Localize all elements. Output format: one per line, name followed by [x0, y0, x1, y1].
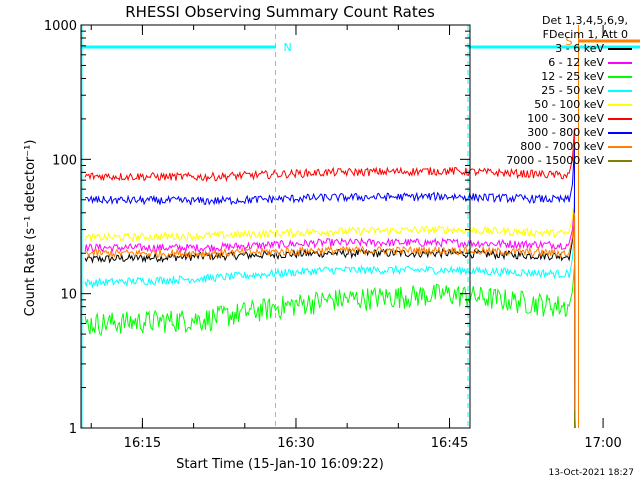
legend-entry: 800 - 7000 keV [472, 140, 632, 154]
legend-entry: 300 - 800 keV [472, 126, 632, 140]
plot-frame [80, 24, 471, 429]
series-before-100-300 [84, 128, 576, 429]
y-tick-label: 1 [69, 422, 77, 437]
legend-entry-label: 7000 - 15000 keV [506, 154, 604, 167]
y-tick-label: 1000 [44, 19, 77, 34]
legend-swatch [608, 146, 632, 148]
x-tick-label: 16:45 [431, 436, 468, 451]
x-axis-label: Start Time (15-Jan-10 16:09:22) [176, 457, 384, 472]
legend-entry: 7000 - 15000 keV [472, 154, 632, 168]
legend-entry: 25 - 50 keV [472, 84, 632, 98]
chart-title: RHESSI Observing Summary Count Rates [125, 3, 435, 21]
legend-swatch [608, 76, 632, 78]
legend-entry: 6 - 12 keV [472, 56, 632, 70]
legend-entry: 50 - 100 keV [472, 98, 632, 112]
series-before-3-6 [84, 215, 576, 429]
series-7000-15000-spike [574, 410, 576, 429]
night-label: N [284, 41, 292, 54]
x-tick-label: 16:15 [124, 436, 161, 451]
y-axis-label: Count Rate (s⁻¹ detector⁻¹) [23, 140, 38, 317]
series-before-50-100 [84, 193, 576, 429]
legend-entry: 12 - 25 keV [472, 70, 632, 84]
y-tick-label: 100 [52, 153, 77, 168]
legend-swatch [608, 118, 632, 120]
series-before-6-12 [84, 204, 576, 429]
legend-entry-label: 800 - 7000 keV [520, 140, 604, 153]
legend-entry-label: 12 - 25 keV [541, 70, 604, 83]
legend-swatch [608, 160, 632, 162]
series-before-12-25 [84, 266, 576, 429]
legend-swatch [608, 90, 632, 92]
legend-entry-label: 6 - 12 keV [548, 56, 604, 69]
legend-entries: 3 - 6 keV 6 - 12 keV 12 - 25 keV 25 - 50 ke… [472, 42, 632, 168]
detector-header-line-2: FDecim 1, Att 0 [542, 28, 628, 41]
series-before-800-7000 [84, 212, 576, 429]
legend-swatch [608, 104, 632, 106]
series-before-300-800 [84, 148, 576, 429]
legend-swatch [608, 62, 632, 64]
generation-timestamp: 13-Oct-2021 18:27 [548, 468, 634, 478]
legend-entry-label: 3 - 6 keV [555, 42, 604, 55]
legend-entry-label: 300 - 800 keV [527, 126, 604, 139]
legend-swatch [608, 132, 632, 134]
saa-label: S [566, 35, 573, 48]
detector-header-line-1: Det 1,3,4,5,6,9, [541, 14, 628, 27]
legend-entry-label: 100 - 300 keV [527, 112, 604, 125]
legend-entry: 100 - 300 keV [472, 112, 632, 126]
y-tick-label: 10 [60, 288, 77, 303]
legend: Det 1,3,4,5,6,9, FDecim 1, Att 0 3 - 6 k… [472, 14, 632, 168]
legend-entry-label: 50 - 100 keV [534, 98, 604, 111]
x-tick-label: 16:30 [277, 436, 314, 451]
axes-layer: 110100100016:1516:3016:4517:0017:1517:30… [44, 19, 622, 451]
x-tick-label: 17:00 [584, 436, 621, 451]
legend-entry-label: 25 - 50 keV [541, 84, 604, 97]
legend-swatch [608, 48, 632, 50]
series-before-25-50 [84, 233, 576, 429]
legend-entry: 3 - 6 keV [472, 42, 632, 56]
